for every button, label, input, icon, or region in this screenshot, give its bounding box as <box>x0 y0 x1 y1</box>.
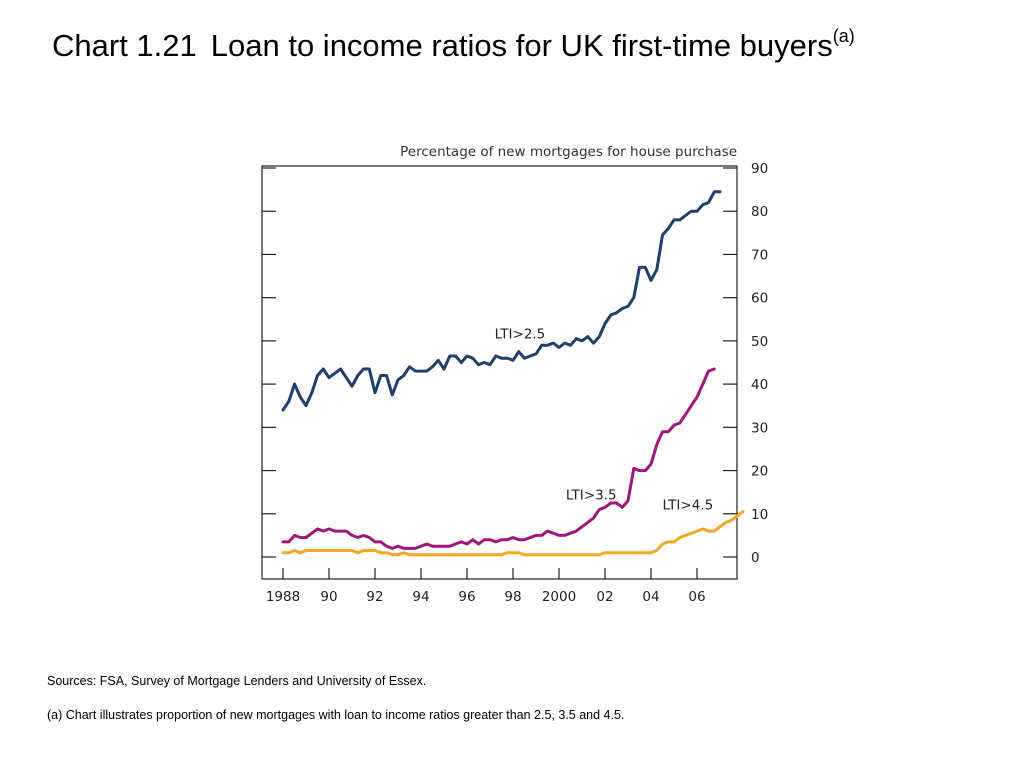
ticks-layer: 0 10 20 30 40 50 60 70 80 90 1988 90 92 94 96 98 2000 02 0… <box>262 161 768 605</box>
title-footnote-marker: (a) <box>832 26 855 46</box>
series-line-2 <box>281 367 716 550</box>
y-axis-caption: Percentage of new mortgages for house pu… <box>400 144 737 160</box>
footnote-a: (a) Chart illustrates proportion of new … <box>47 708 625 722</box>
series-layer <box>281 190 745 557</box>
plot-frame <box>261 165 738 580</box>
series-line-1 <box>281 190 722 412</box>
chart-title-text: Loan to income ratios for UK first-time … <box>210 28 833 63</box>
series-label-1: LTI>2.5 <box>495 327 546 343</box>
x-tick-label: 92 <box>366 589 383 605</box>
y-tick-label: 20 <box>751 464 768 480</box>
x-tick-label: 1988 <box>266 589 300 605</box>
y-tick-label: 80 <box>751 204 768 220</box>
y-tick-label: 30 <box>751 420 768 436</box>
x-tick-label: 04 <box>642 589 659 605</box>
series-label-2: LTI>3.5 <box>566 488 617 504</box>
sources-note: Sources: FSA, Survey of Mortgage Lenders… <box>47 674 427 688</box>
y-tick-label: 90 <box>751 161 768 177</box>
series-labels-layer: LTI>2.5 LTI>3.5 LTI>4.5 <box>495 327 714 514</box>
slide-title: Chart 1.21 Loan to income ratios for UK f… <box>52 26 855 64</box>
y-tick-label: 60 <box>751 291 768 307</box>
y-tick-label: 50 <box>751 334 768 350</box>
series-line-3 <box>281 510 745 557</box>
x-tick-label: 2000 <box>542 589 576 605</box>
y-tick-label: 40 <box>751 377 768 393</box>
x-tick-label: 06 <box>688 589 705 605</box>
chart-number: Chart 1.21 <box>52 28 197 63</box>
x-tick-label: 98 <box>504 589 521 605</box>
y-tick-label: 0 <box>751 550 760 566</box>
y-tick-label: 70 <box>751 247 768 263</box>
y-tick-label: 10 <box>751 507 768 523</box>
x-tick-label: 94 <box>412 589 429 605</box>
x-tick-label: 96 <box>458 589 475 605</box>
x-tick-label: 02 <box>596 589 613 605</box>
x-tick-label: 90 <box>320 589 337 605</box>
series-label-3: LTI>4.5 <box>663 497 714 513</box>
